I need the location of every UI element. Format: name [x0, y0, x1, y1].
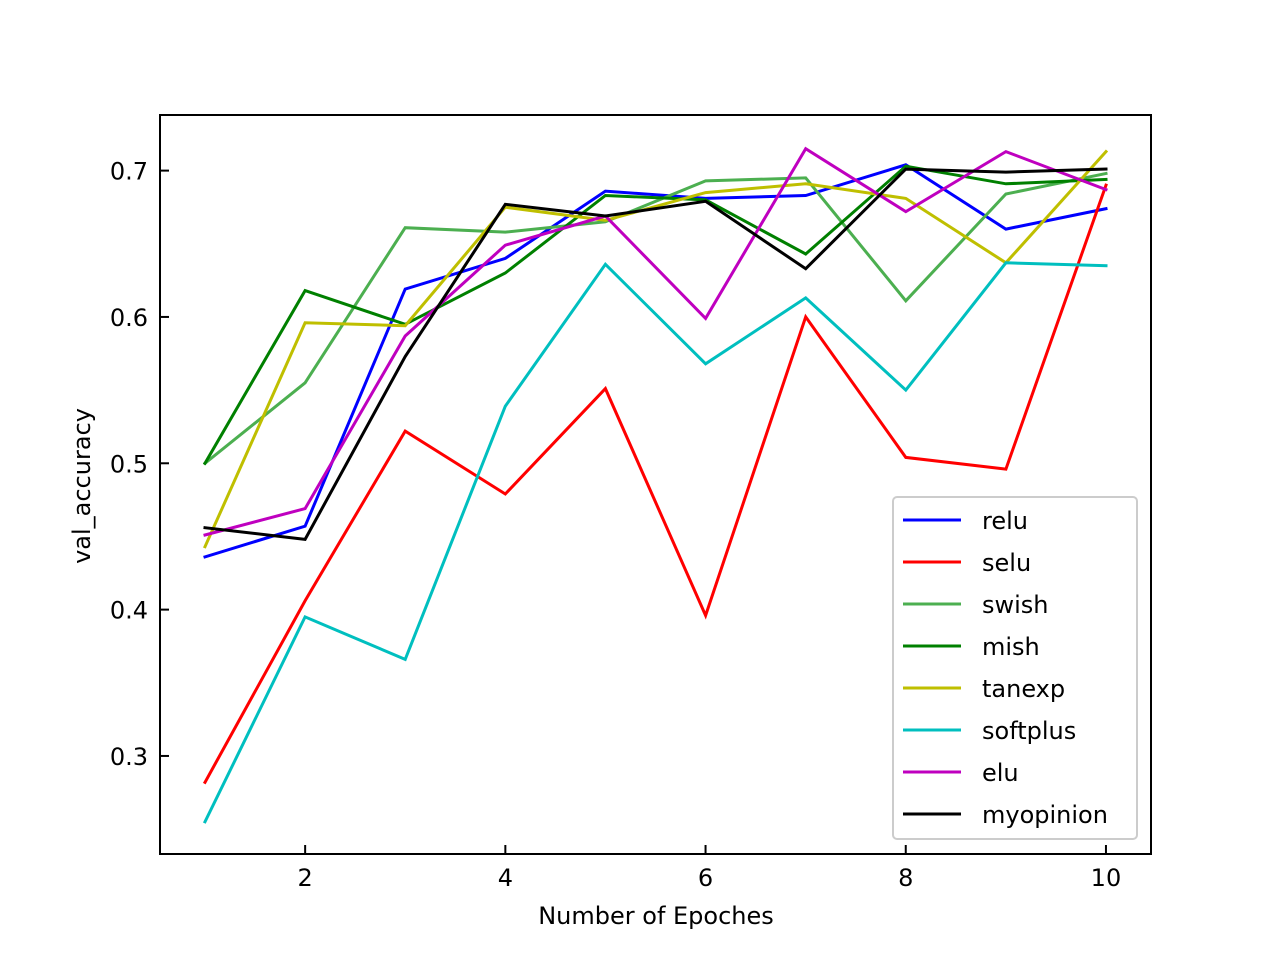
x-tick-label: 10	[1091, 864, 1122, 892]
legend-label-tanexp: tanexp	[982, 675, 1065, 703]
legend-box	[892, 496, 1138, 840]
series-line-elu	[203, 146, 1108, 537]
series-line-selu	[202, 183, 1108, 785]
series-line-tanexp	[203, 149, 1109, 549]
series-line-mish	[202, 164, 1108, 466]
y-tick-label: 0.5	[110, 450, 148, 478]
legend-label-mish: mish	[982, 633, 1040, 661]
series-line-relu	[203, 163, 1108, 559]
legend-label-swish: swish	[982, 591, 1049, 619]
y-axis: 0.3 0.4 0.5 0.6 0.7	[110, 158, 169, 771]
legend-label-relu: relu	[982, 507, 1028, 535]
y-tick-label: 0.6	[110, 304, 148, 332]
series-layer	[202, 146, 1109, 824]
legend: relu selu swish mish tanexp softplus elu myopin…	[892, 496, 1138, 840]
series-line-swish	[202, 171, 1108, 466]
legend-label-myopinion: myopinion	[982, 801, 1108, 829]
legend-label-elu: elu	[982, 759, 1019, 787]
legend-label-softplus: softplus	[982, 717, 1076, 745]
series-line-myopinion	[203, 167, 1108, 542]
x-axis: 2 4 6 8 10	[298, 845, 1122, 892]
x-tick-label: 8	[898, 864, 913, 892]
x-tick-label: 6	[698, 864, 713, 892]
legend-label-selu: selu	[982, 549, 1031, 577]
y-tick-label: 0.4	[110, 597, 148, 625]
x-tick-label: 4	[498, 864, 513, 892]
y-tick-label: 0.3	[110, 743, 148, 771]
series-line-softplus	[202, 261, 1108, 824]
x-tick-label: 2	[298, 864, 313, 892]
x-axis-title: Number of Epoches	[538, 902, 774, 930]
y-tick-label: 0.7	[110, 158, 148, 186]
plot-area-frame	[159, 114, 1152, 855]
y-axis-title: val_accuracy	[68, 408, 96, 564]
